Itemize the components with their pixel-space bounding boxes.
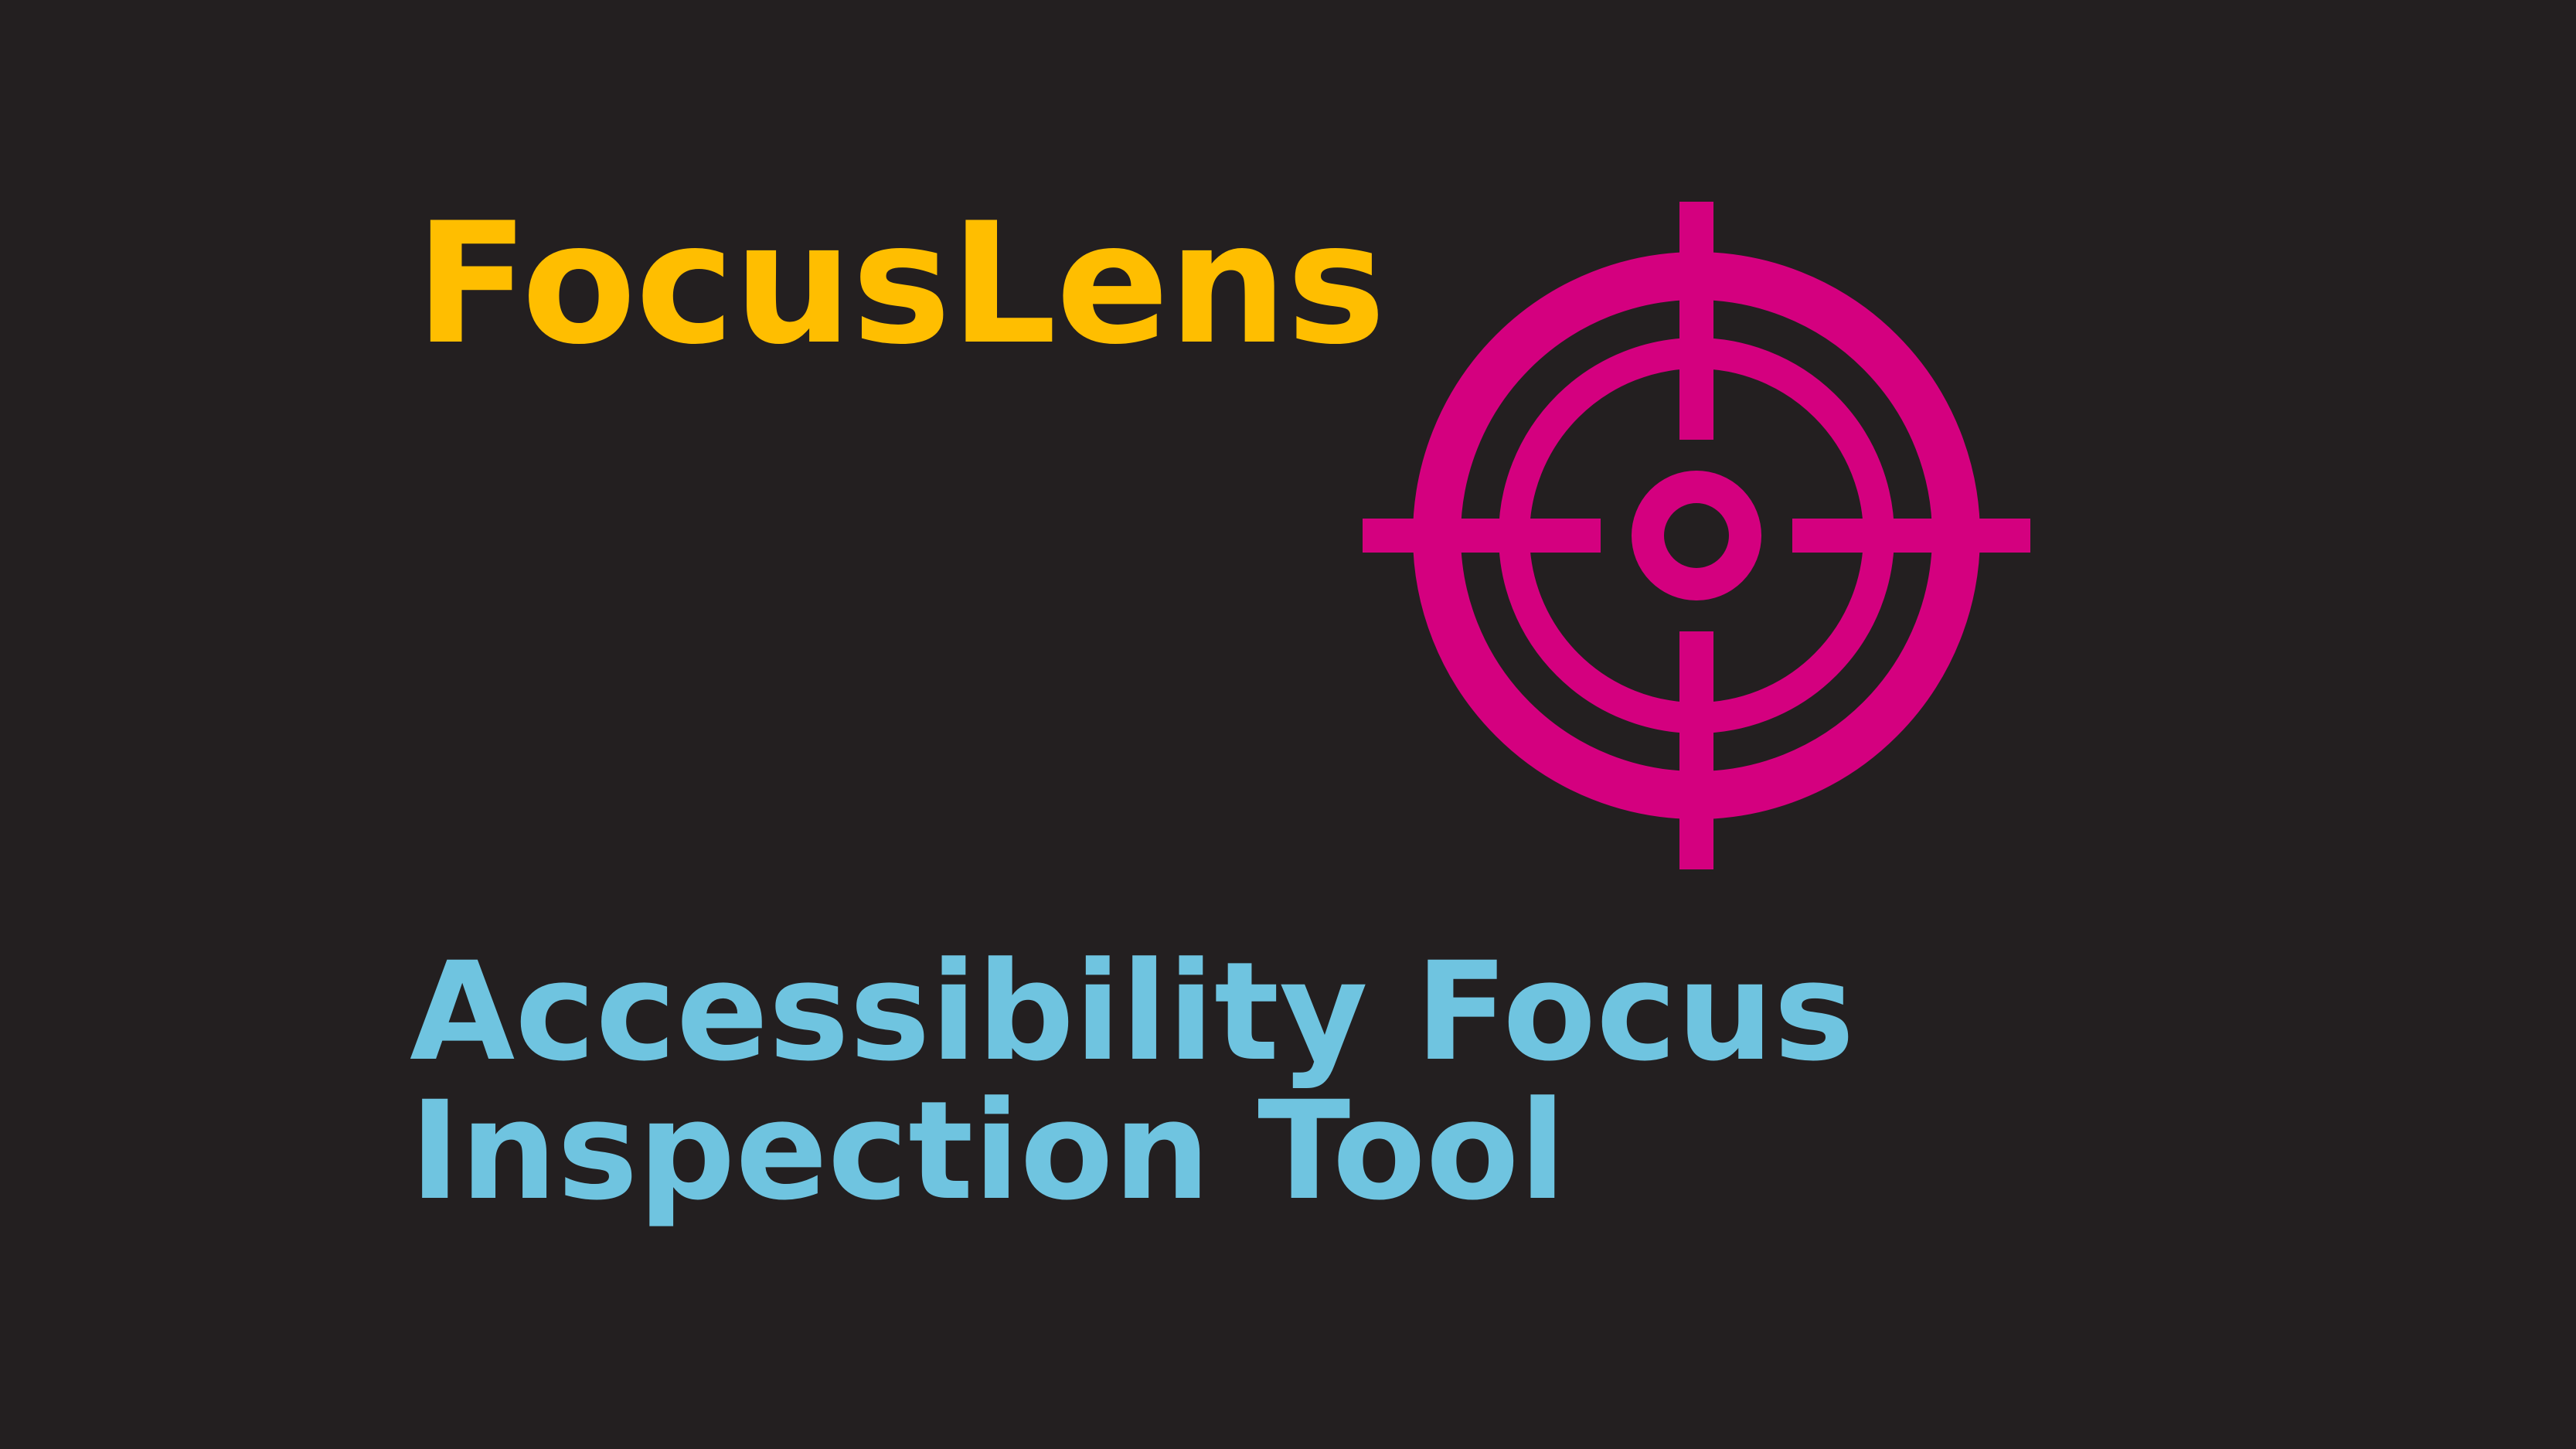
center-ring [1632, 471, 1761, 600]
crosshair-right [1792, 519, 2030, 553]
crosshair-target-icon [1363, 202, 2030, 869]
subtitle-line-1: Accessibility Focus [410, 933, 1855, 1091]
app-subtitle: Accessibility Focus Inspection Tool [410, 943, 1855, 1221]
crosshair-top [1679, 202, 1713, 440]
crosshair-bottom [1679, 631, 1713, 869]
subtitle-line-2: Inspection Tool [410, 1072, 1566, 1230]
app-title: FocusLens [415, 187, 1386, 381]
crosshair-left [1363, 519, 1601, 553]
